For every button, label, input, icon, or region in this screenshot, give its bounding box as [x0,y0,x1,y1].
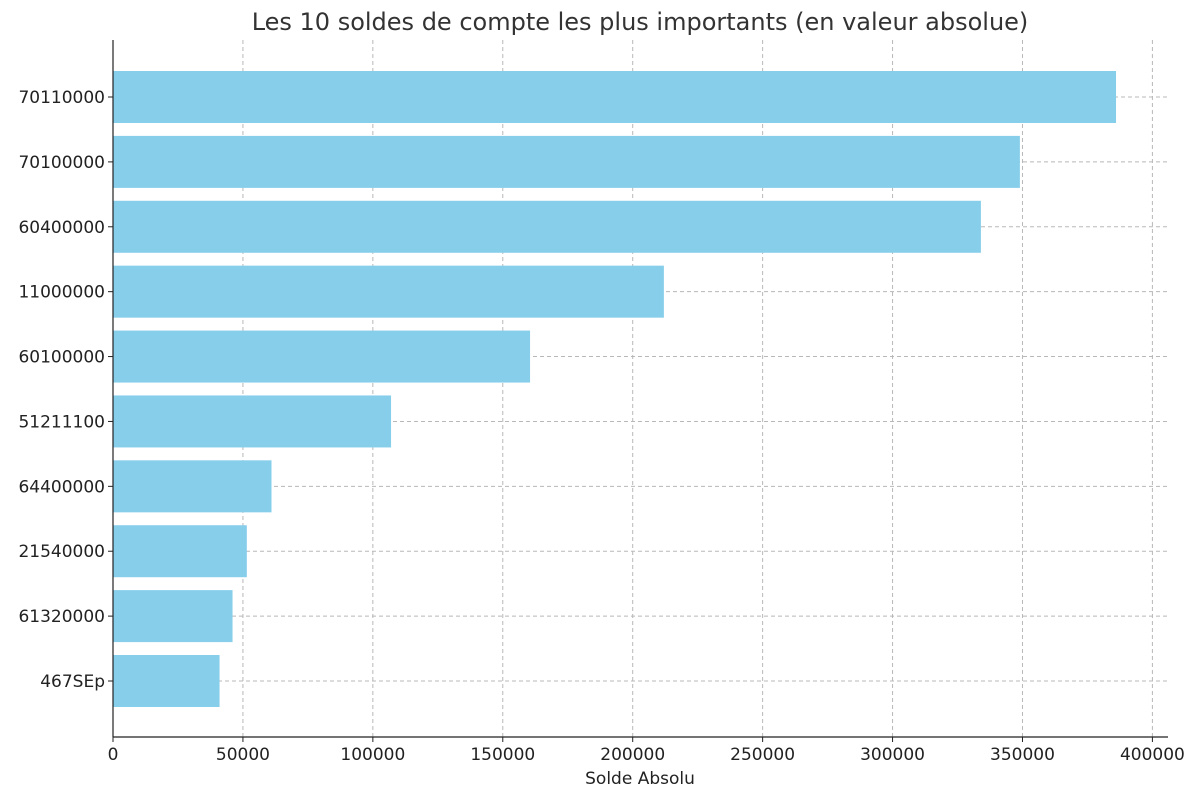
x-tick-label: 200000 [600,745,665,765]
x-tick-label: 400000 [1120,745,1185,765]
x-tick-label: 150000 [470,745,535,765]
x-axis-label: Solde Absolu [585,769,695,789]
y-tick-label: 467SEp [40,672,105,692]
y-tick-label: 60100000 [18,348,105,368]
bar [113,590,233,643]
y-tick-label: 11000000 [18,283,105,303]
bar [113,395,392,448]
x-tick-label: 50000 [216,745,270,765]
y-tick-label: 70100000 [18,153,105,173]
bar [113,265,664,318]
bar [113,525,247,578]
x-axis-ticks: 0 50000 100000 150000 200000 250000 300000 3500… [108,737,1185,765]
axes [112,40,1168,738]
y-tick-label: 64400000 [18,477,105,497]
bar [113,135,1020,188]
chart-title: Les 10 soldes de compte les plus importa… [252,8,1029,36]
y-tick-label: 21540000 [18,542,105,562]
y-tick-label: 51211100 [18,412,105,432]
x-tick-label: 300000 [860,745,925,765]
bar [113,655,220,707]
bar [113,200,981,253]
bar [113,71,1117,123]
bars [113,71,1117,707]
x-tick-label: 350000 [990,745,1055,765]
x-tick-label: 0 [108,745,119,765]
y-tick-label: 60400000 [18,218,105,238]
y-axis-ticks: 70110000 70100000 60400000 11000000 60100000… [18,88,113,692]
y-tick-label: 61320000 [18,607,105,627]
y-tick-label: 70110000 [18,88,105,108]
x-tick-label: 250000 [730,745,795,765]
bar [113,330,531,383]
x-tick-label: 100000 [340,745,405,765]
bar [113,460,272,513]
